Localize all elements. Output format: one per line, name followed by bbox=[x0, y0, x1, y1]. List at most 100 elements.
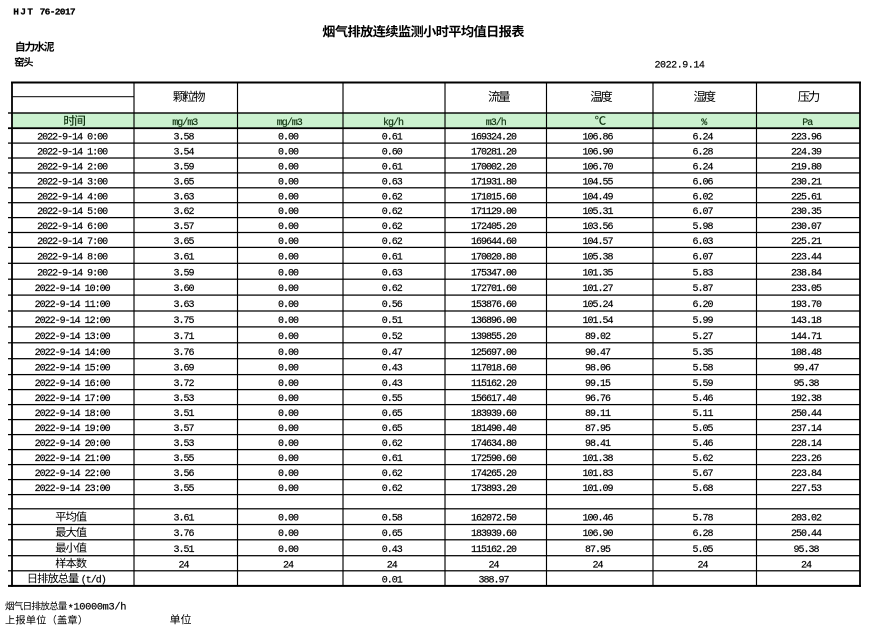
svg-text:2022-9-14 3:00: 2022-9-14 3:00 bbox=[37, 177, 108, 188]
svg-text:104.57: 104.57 bbox=[582, 237, 613, 248]
svg-text:3.51: 3.51 bbox=[173, 409, 194, 420]
svg-text:87.95: 87.95 bbox=[585, 424, 611, 435]
svg-text:171931.80: 171931.80 bbox=[471, 177, 517, 188]
svg-text:0.00: 0.00 bbox=[278, 237, 299, 248]
svg-text:5.99: 5.99 bbox=[692, 316, 713, 327]
svg-text:89.11: 89.11 bbox=[585, 409, 611, 420]
svg-text:0.00: 0.00 bbox=[278, 222, 299, 233]
svg-text:136896.00: 136896.00 bbox=[471, 316, 517, 327]
svg-text:5.58: 5.58 bbox=[692, 364, 713, 375]
svg-text:2022-9-14 2:00: 2022-9-14 2:00 bbox=[37, 162, 108, 173]
svg-text:175347.00: 175347.00 bbox=[471, 268, 517, 279]
svg-text:3.53: 3.53 bbox=[173, 439, 194, 450]
svg-text:3.53: 3.53 bbox=[173, 394, 194, 405]
svg-text:3.57: 3.57 bbox=[173, 424, 194, 435]
svg-text:3.60: 3.60 bbox=[173, 284, 194, 295]
svg-text:117018.60: 117018.60 bbox=[471, 364, 517, 375]
svg-text:0.00: 0.00 bbox=[278, 332, 299, 343]
svg-text:230.07: 230.07 bbox=[791, 222, 822, 233]
svg-text:105.38: 105.38 bbox=[582, 252, 613, 263]
svg-text:183939.60: 183939.60 bbox=[471, 529, 517, 540]
svg-text:0.00: 0.00 bbox=[278, 394, 299, 405]
svg-text:101.54: 101.54 bbox=[582, 316, 613, 327]
svg-text:2022-9-14 0:00: 2022-9-14 0:00 bbox=[37, 133, 108, 144]
svg-text:2022-9-14 21:00: 2022-9-14 21:00 bbox=[35, 454, 111, 465]
svg-text:224.39: 224.39 bbox=[791, 148, 822, 159]
svg-text:0.65: 0.65 bbox=[382, 409, 403, 420]
svg-text:106.86: 106.86 bbox=[582, 133, 613, 144]
svg-text:3.55: 3.55 bbox=[173, 454, 194, 465]
svg-text:153876.60: 153876.60 bbox=[471, 300, 517, 311]
svg-text:90.47: 90.47 bbox=[585, 348, 611, 359]
svg-text:76-2017: 76-2017 bbox=[40, 6, 76, 17]
svg-text:2022-9-14 20:00: 2022-9-14 20:00 bbox=[35, 439, 111, 450]
svg-text:3.65: 3.65 bbox=[173, 237, 194, 248]
svg-text:95.38: 95.38 bbox=[793, 545, 819, 556]
svg-text:170020.80: 170020.80 bbox=[471, 252, 517, 263]
svg-text:2022-9-14 12:00: 2022-9-14 12:00 bbox=[35, 316, 111, 327]
svg-text:104.49: 104.49 bbox=[582, 192, 613, 203]
svg-text:0.62: 0.62 bbox=[382, 237, 403, 248]
svg-text:2022-9-14 15:00: 2022-9-14 15:00 bbox=[35, 364, 111, 375]
svg-text:115162.20: 115162.20 bbox=[471, 545, 517, 556]
svg-text:0.00: 0.00 bbox=[278, 348, 299, 359]
svg-text:99.47: 99.47 bbox=[793, 364, 819, 375]
svg-text:2022-9-14 6:00: 2022-9-14 6:00 bbox=[37, 222, 108, 233]
svg-text:6.02: 6.02 bbox=[692, 192, 713, 203]
svg-text:0.00: 0.00 bbox=[278, 545, 299, 556]
svg-text:2022-9-14 11:00: 2022-9-14 11:00 bbox=[35, 300, 111, 311]
svg-text:6.24: 6.24 bbox=[692, 133, 713, 144]
svg-text:103.56: 103.56 bbox=[582, 222, 613, 233]
svg-text:0.63: 0.63 bbox=[382, 177, 403, 188]
svg-text:0.61: 0.61 bbox=[382, 162, 403, 173]
svg-text:5.05: 5.05 bbox=[692, 424, 713, 435]
svg-text:162072.50: 162072.50 bbox=[471, 514, 517, 525]
svg-text:106.90: 106.90 bbox=[582, 529, 613, 540]
svg-text:0.43: 0.43 bbox=[382, 364, 403, 375]
svg-text:0.62: 0.62 bbox=[382, 469, 403, 480]
svg-text:0.00: 0.00 bbox=[278, 252, 299, 263]
svg-text:0.00: 0.00 bbox=[278, 514, 299, 525]
svg-text:2022-9-14 19:00: 2022-9-14 19:00 bbox=[35, 424, 111, 435]
svg-text:238.84: 238.84 bbox=[791, 268, 822, 279]
svg-text:0.62: 0.62 bbox=[382, 439, 403, 450]
svg-text:HJT: HJT bbox=[13, 6, 34, 17]
svg-text:233.05: 233.05 bbox=[791, 284, 822, 295]
svg-text:228.14: 228.14 bbox=[791, 439, 822, 450]
svg-text:0.00: 0.00 bbox=[278, 364, 299, 375]
svg-text:mg/m3: mg/m3 bbox=[277, 117, 303, 129]
svg-text:24: 24 bbox=[697, 560, 708, 571]
svg-text:0.00: 0.00 bbox=[278, 379, 299, 390]
svg-text:6.07: 6.07 bbox=[692, 252, 713, 263]
svg-text:0.47: 0.47 bbox=[382, 348, 403, 359]
svg-text:3.65: 3.65 bbox=[173, 177, 194, 188]
svg-text:3.59: 3.59 bbox=[173, 162, 194, 173]
svg-text:0.65: 0.65 bbox=[382, 424, 403, 435]
svg-text:5.67: 5.67 bbox=[692, 469, 713, 480]
svg-text:3.76: 3.76 bbox=[173, 348, 194, 359]
svg-text:0.00: 0.00 bbox=[278, 316, 299, 327]
svg-text:0.00: 0.00 bbox=[278, 284, 299, 295]
svg-text:0.00: 0.00 bbox=[278, 177, 299, 188]
svg-text:87.95: 87.95 bbox=[585, 545, 611, 556]
svg-text:0.00: 0.00 bbox=[278, 300, 299, 311]
svg-text:2022.9.14: 2022.9.14 bbox=[655, 60, 705, 71]
svg-text:3.55: 3.55 bbox=[173, 484, 194, 495]
svg-text:203.02: 203.02 bbox=[791, 514, 822, 525]
svg-text:171129.00: 171129.00 bbox=[471, 207, 517, 218]
svg-text:6.24: 6.24 bbox=[692, 162, 713, 173]
svg-text:3.63: 3.63 bbox=[173, 192, 194, 203]
svg-text:105.24: 105.24 bbox=[582, 300, 613, 311]
svg-text:5.87: 5.87 bbox=[692, 284, 713, 295]
svg-text:95.38: 95.38 bbox=[793, 379, 819, 390]
svg-text:0.00: 0.00 bbox=[278, 454, 299, 465]
svg-text:2022-9-14 22:00: 2022-9-14 22:00 bbox=[35, 469, 111, 480]
svg-text:172405.20: 172405.20 bbox=[471, 222, 517, 233]
svg-text:230.21: 230.21 bbox=[791, 177, 822, 188]
svg-text:171015.60: 171015.60 bbox=[471, 192, 517, 203]
svg-text:0.55: 0.55 bbox=[382, 394, 403, 405]
svg-text:172590.60: 172590.60 bbox=[471, 454, 517, 465]
svg-text:0.00: 0.00 bbox=[278, 148, 299, 159]
svg-text:156617.40: 156617.40 bbox=[471, 394, 517, 405]
svg-text:0.56: 0.56 bbox=[382, 300, 403, 311]
